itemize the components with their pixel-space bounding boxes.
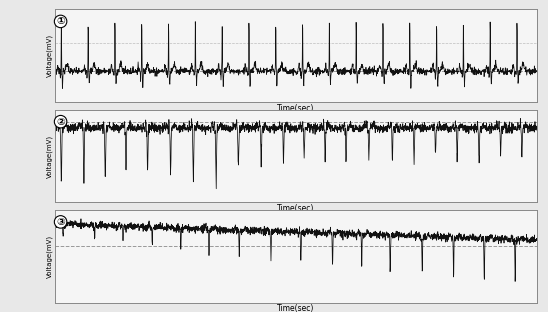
Text: ②: ② xyxy=(56,117,65,127)
X-axis label: Time(sec): Time(sec) xyxy=(277,104,315,113)
X-axis label: Time(sec): Time(sec) xyxy=(277,304,315,312)
Y-axis label: Voltage(mV): Voltage(mV) xyxy=(46,134,53,178)
Y-axis label: Voltage(mV): Voltage(mV) xyxy=(46,235,53,278)
X-axis label: Time(sec): Time(sec) xyxy=(277,204,315,213)
Y-axis label: Voltage(mV): Voltage(mV) xyxy=(46,34,53,77)
Text: ①: ① xyxy=(56,17,65,27)
Text: ③: ③ xyxy=(56,217,65,227)
